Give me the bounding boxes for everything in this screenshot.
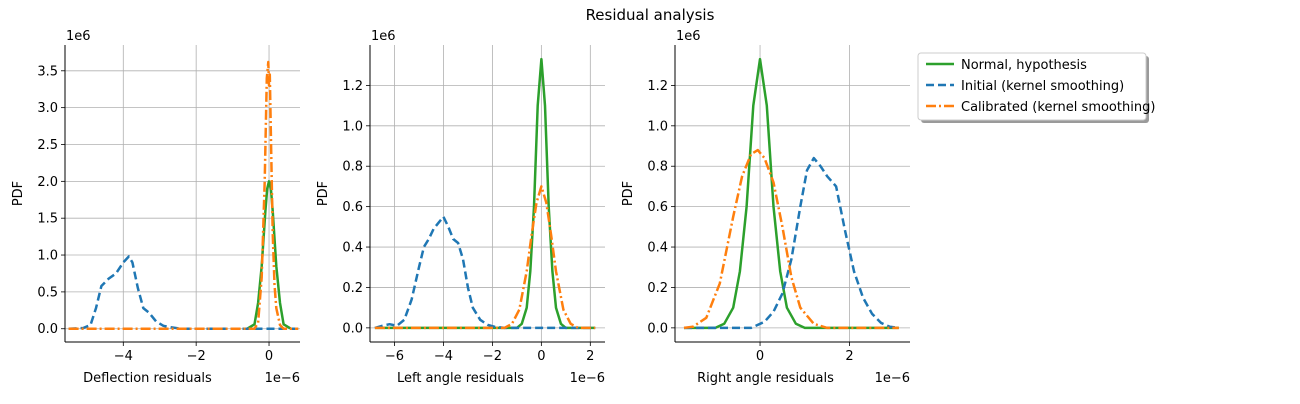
y-tick-label: 0.4 <box>647 241 668 256</box>
y-tick-label: 1.2 <box>647 79 668 94</box>
series-line-initial <box>375 217 595 328</box>
series-line-calibrated <box>684 150 899 328</box>
x-scale-label: 1e−6 <box>570 371 605 386</box>
x-tick-label: −2 <box>483 349 502 364</box>
y-tick-label: 0.0 <box>342 321 363 336</box>
subplot-deflection: −4 −2 0 0.0 0.5 1.0 1.5 2.0 2.5 3.0 3.5 1e6 1e−6 D… <box>11 29 300 386</box>
x-tick-label: 2 <box>586 349 594 364</box>
x-axis-label: Deflection residuals <box>83 371 212 386</box>
y-scale-label: 1e6 <box>66 29 91 44</box>
series-line-calibrated <box>375 186 595 328</box>
x-tick-label: −4 <box>434 349 453 364</box>
y-scale-label: 1e6 <box>371 29 396 44</box>
axes-spines <box>370 45 605 342</box>
legend-entry-calibrated: Calibrated (kernel smoothing) <box>926 100 1155 115</box>
figure-title: Residual analysis <box>586 6 715 24</box>
y-axis-label: PDF <box>11 181 26 206</box>
y-tick-label: 3.5 <box>37 64 58 79</box>
y-tick-label: 0.6 <box>647 200 668 215</box>
y-tick-label: 1.5 <box>37 212 58 227</box>
y-tick-label: 2.0 <box>37 175 58 190</box>
series-layer <box>69 62 299 329</box>
x-tick-label: −6 <box>385 349 404 364</box>
legend-label-normal: Normal, hypothesis <box>961 58 1087 73</box>
y-tick-label: 2.5 <box>37 138 58 153</box>
y-tick-label: 0.0 <box>647 321 668 336</box>
tick-labels: −6 −4 −2 0 2 0.0 0.2 0.4 0.6 0.8 1.0 1.2 <box>342 79 594 364</box>
x-tick-label: 0 <box>265 349 273 364</box>
series-line-initial <box>69 257 299 329</box>
series-line-initial <box>684 158 899 328</box>
y-tick-label: 1.0 <box>647 119 668 134</box>
legend-label-calibrated: Calibrated (kernel smoothing) <box>961 100 1155 115</box>
tick-labels: 0 2 0.0 0.2 0.4 0.6 0.8 1.0 1.2 <box>647 79 853 364</box>
series-line-calibrated <box>69 62 299 329</box>
y-tick-label: 0.4 <box>342 241 363 256</box>
x-tick-label: 0 <box>756 349 764 364</box>
grid-lines <box>370 45 605 342</box>
y-tick-label: 0.8 <box>342 160 363 175</box>
y-tick-label: 1.2 <box>342 79 363 94</box>
y-tick-label: 0.0 <box>37 322 58 337</box>
x-scale-label: 1e−6 <box>265 371 300 386</box>
y-tick-label: 0.5 <box>37 285 58 300</box>
y-axis-label: PDF <box>621 181 636 206</box>
x-axis-label: Right angle residuals <box>697 371 834 386</box>
x-tick-label: 2 <box>845 349 853 364</box>
y-tick-label: 1.0 <box>37 249 58 264</box>
y-tick-label: 0.6 <box>342 200 363 215</box>
x-tick-label: 0 <box>537 349 545 364</box>
x-tick-label: −4 <box>114 349 133 364</box>
x-scale-label: 1e−6 <box>875 371 910 386</box>
x-tick-label: −2 <box>187 349 206 364</box>
grid-lines <box>65 45 300 342</box>
subplot-left-angle: −6 −4 −2 0 2 0.0 0.2 0.4 0.6 0.8 1.0 1.2 1e6 1e−6 L… <box>316 29 605 386</box>
y-tick-label: 1.0 <box>342 119 363 134</box>
grid-lines <box>675 45 910 342</box>
y-scale-label: 1e6 <box>676 29 701 44</box>
legend: Normal, hypothesis Initial (kernel smoot… <box>918 53 1155 123</box>
subplot-right-angle: 0 2 0.0 0.2 0.4 0.6 0.8 1.0 1.2 1e6 1e−6 Right a… <box>621 29 910 386</box>
y-tick-label: 0.2 <box>342 281 363 296</box>
axes-spines <box>65 45 300 342</box>
x-axis-label: Left angle residuals <box>397 371 524 386</box>
axes-spines <box>675 45 910 342</box>
y-axis-label: PDF <box>316 181 331 206</box>
y-tick-label: 3.0 <box>37 101 58 116</box>
legend-label-initial: Initial (kernel smoothing) <box>961 79 1124 94</box>
y-tick-label: 0.2 <box>647 281 668 296</box>
y-tick-label: 0.8 <box>647 160 668 175</box>
